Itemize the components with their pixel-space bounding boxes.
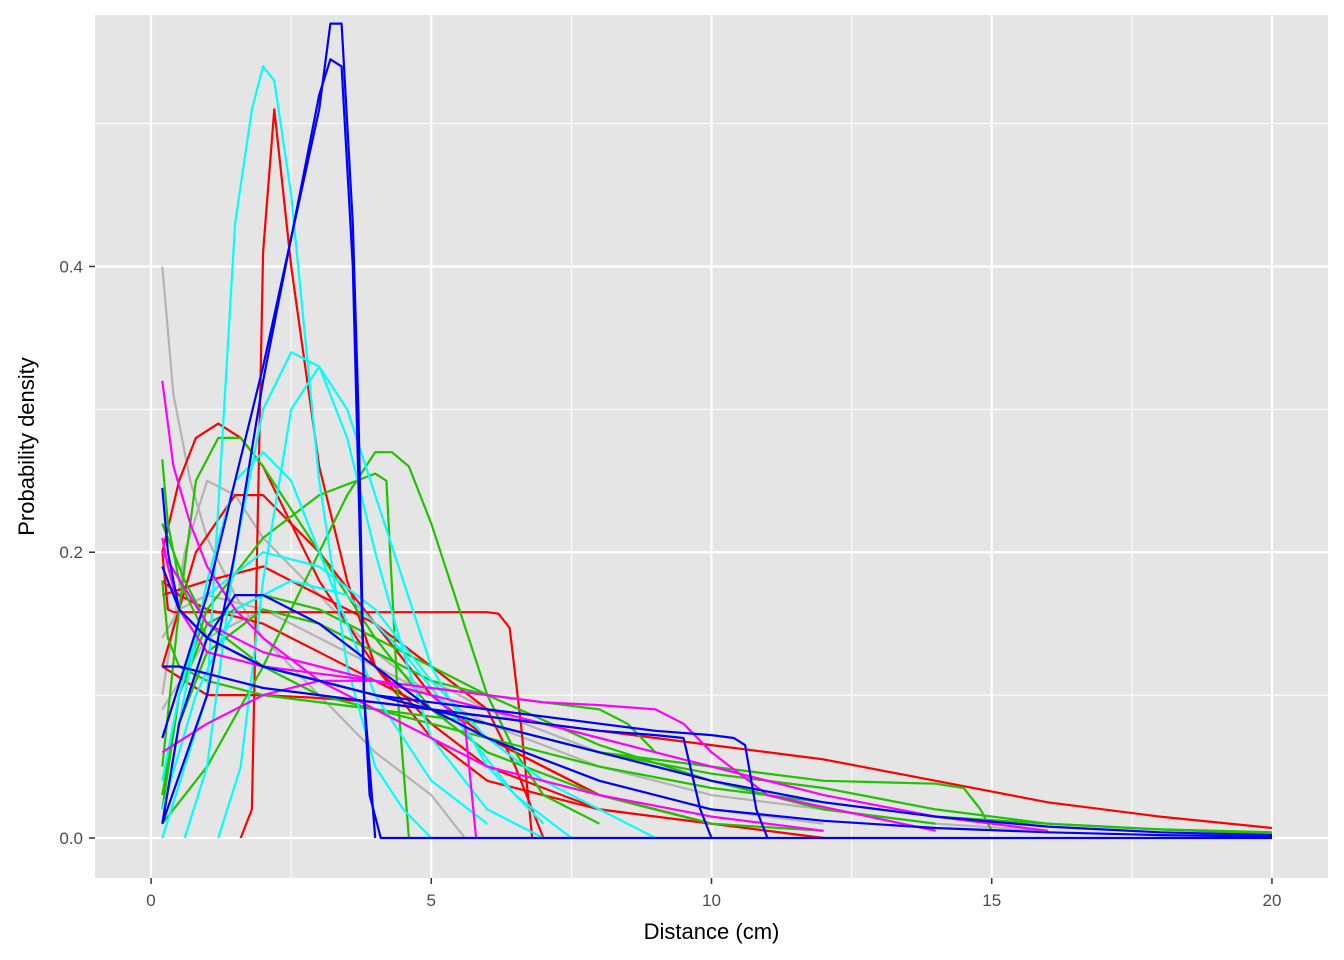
series-line	[161, 58, 377, 839]
series-line	[183, 351, 544, 839]
series-line	[161, 537, 936, 832]
series-line	[161, 566, 1273, 837]
series-line	[161, 608, 657, 824]
series-line	[161, 594, 1273, 838]
series-line	[161, 552, 534, 839]
series-lines	[161, 22, 1273, 840]
x-tick-label: 15	[982, 891, 1001, 910]
series-line	[161, 551, 478, 839]
x-axis-title: Distance (cm)	[644, 919, 780, 944]
y-tick-label: 0.0	[59, 829, 83, 848]
series-line	[161, 472, 410, 839]
series-line	[161, 579, 573, 839]
series-line	[161, 22, 1272, 840]
y-tick-label: 0.2	[59, 543, 83, 562]
series-line	[161, 679, 1048, 832]
series-line	[161, 65, 433, 839]
y-tick-label: 0.4	[59, 257, 83, 276]
series-line	[161, 451, 600, 825]
x-tick-label: 20	[1262, 891, 1281, 910]
series-line	[161, 594, 936, 825]
x-tick-label: 5	[427, 891, 436, 910]
x-tick-label: 10	[702, 891, 721, 910]
x-tick-label: 0	[146, 891, 155, 910]
y-axis-title: Probability density	[14, 357, 39, 536]
axis-ticks: 0 5 10 15 20 0.0 0.2 0.4	[59, 257, 1281, 910]
